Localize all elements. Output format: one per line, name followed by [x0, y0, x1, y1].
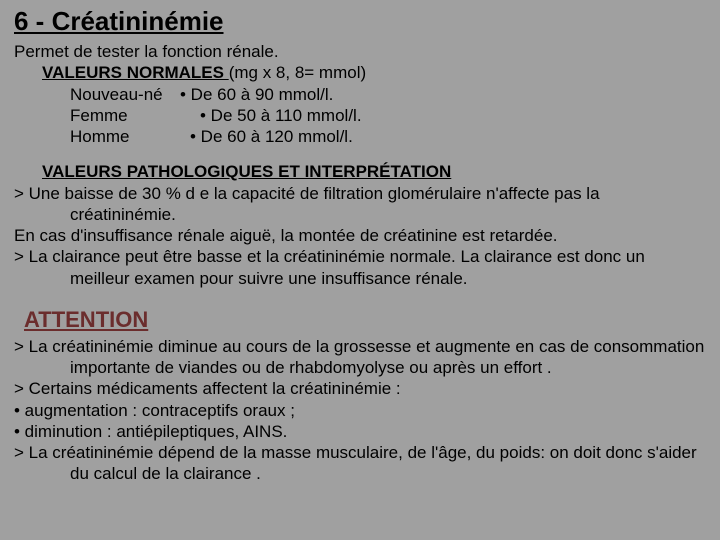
normal-heading-suffix: (mg x 8, 8= mmol) — [229, 63, 366, 82]
attention-line: > Certains médicaments affectent la créa… — [14, 378, 706, 399]
intro-text: Permet de tester la fonction rénale. — [14, 41, 706, 62]
normal-row-label: Nouveau-né — [70, 84, 180, 105]
patho-line: En cas d'insuffisance rénale aiguë, la m… — [14, 225, 706, 246]
normal-values-heading: VALEURS NORMALES (mg x 8, 8= mmol) — [14, 62, 706, 83]
normal-row: Femme• De 50 à 110 mmol/l. — [14, 105, 706, 126]
patho-heading-label: VALEURS PATHOLOGIQUES ET INTERPRÉTATION — [42, 162, 451, 181]
normal-heading-label: VALEURS NORMALES — [42, 63, 229, 82]
attention-line: > La créatininémie diminue au cours de l… — [14, 336, 706, 379]
normal-row-value: • De 50 à 110 mmol/l. — [200, 106, 362, 125]
patho-heading: VALEURS PATHOLOGIQUES ET INTERPRÉTATION — [14, 161, 706, 182]
attention-line: > La créatininémie dépend de la masse mu… — [14, 442, 706, 485]
normal-row: Homme• De 60 à 120 mmol/l. — [14, 126, 706, 147]
normal-row-value: • De 60 à 90 mmol/l. — [180, 85, 333, 104]
normal-row: Nouveau-né• De 60 à 90 mmol/l. — [14, 84, 706, 105]
spacer — [14, 289, 706, 303]
attention-heading: ATTENTION — [14, 307, 706, 333]
patho-line: > La clairance peut être basse et la cré… — [14, 246, 706, 289]
spacer — [14, 147, 706, 161]
attention-line: • diminution : antiépileptiques, AINS. — [14, 421, 706, 442]
slide-title: 6 - Créatininémie — [14, 6, 706, 37]
normal-row-value: • De 60 à 120 mmol/l. — [190, 127, 353, 146]
patho-line: > Une baisse de 30 % d e la capacité de … — [14, 183, 706, 226]
normal-row-label: Femme — [70, 105, 200, 126]
slide: 6 - Créatininémie Permet de tester la fo… — [0, 0, 720, 540]
attention-line: • augmentation : contraceptifs oraux ; — [14, 400, 706, 421]
normal-row-label: Homme — [70, 126, 190, 147]
